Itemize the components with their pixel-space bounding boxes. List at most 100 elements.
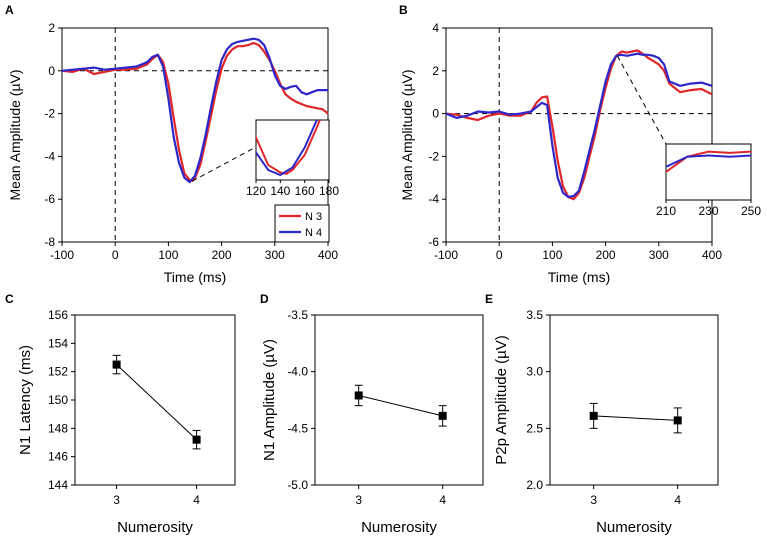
inset-connector bbox=[616, 55, 667, 145]
y-tick-label: 150 bbox=[48, 393, 68, 407]
y-tick-label: -4 bbox=[428, 192, 439, 206]
series-line-n3 bbox=[445, 49, 713, 201]
series-line-n4 bbox=[61, 37, 328, 184]
y-tick-label: 144 bbox=[48, 478, 68, 492]
x-tick-label: 0 bbox=[496, 248, 503, 262]
inset-tick-label: 120 bbox=[246, 184, 266, 198]
y-tick-label: -2 bbox=[428, 149, 439, 163]
y-tick-label: -4 bbox=[44, 149, 55, 163]
y-tick-label: 156 bbox=[48, 308, 68, 322]
panel-letter: B bbox=[399, 3, 408, 17]
y-tick-label: 0 bbox=[432, 107, 439, 121]
panel-letter: A bbox=[5, 3, 14, 17]
y-tick-label: -6 bbox=[428, 235, 439, 249]
mean-connector-line bbox=[593, 415, 678, 421]
data-point bbox=[673, 416, 682, 425]
y-tick-label: 148 bbox=[48, 421, 68, 435]
x-axis-label: Numerosity bbox=[361, 519, 437, 536]
y-tick-label: -8 bbox=[44, 235, 55, 249]
y-tick-label: -4.5 bbox=[287, 421, 308, 435]
y-tick-label: -5.0 bbox=[287, 478, 308, 492]
y-axis-label: N1 Amplitude (µV) bbox=[261, 339, 278, 461]
x-axis-label: Time (ms) bbox=[548, 269, 610, 285]
y-axis-label: P2p Amplitude (µV) bbox=[493, 335, 510, 465]
y-axis-label: N1 Latency (ms) bbox=[17, 345, 34, 455]
x-axis-label: Numerosity bbox=[117, 519, 193, 536]
inset-series-n3 bbox=[666, 150, 751, 174]
mean-connector-line bbox=[116, 364, 197, 441]
inset-frame bbox=[665, 143, 752, 201]
data-point bbox=[192, 435, 201, 444]
inset-connector bbox=[192, 146, 257, 182]
x-tick-label: 300 bbox=[265, 248, 285, 262]
inset-tick-label: 140 bbox=[270, 184, 290, 198]
x-tick-label: 100 bbox=[158, 248, 178, 262]
inset-tick-label: 230 bbox=[698, 204, 718, 218]
x-tick-label: 4 bbox=[674, 493, 681, 507]
inset-tick-label: 180 bbox=[319, 184, 339, 198]
x-tick-label: 200 bbox=[212, 248, 232, 262]
x-tick-label: 4 bbox=[193, 493, 200, 507]
x-tick-label: 200 bbox=[596, 248, 616, 262]
x-axis-label: Numerosity bbox=[596, 519, 672, 536]
x-tick-label: 4 bbox=[439, 493, 446, 507]
panel-letter: C bbox=[5, 292, 14, 306]
panel-letter: D bbox=[260, 292, 269, 306]
data-point bbox=[589, 411, 598, 420]
plot-frame bbox=[549, 314, 719, 486]
series-line-n4 bbox=[445, 52, 713, 199]
mean-connector-line bbox=[358, 394, 443, 417]
legend-label: N 3 bbox=[305, 211, 322, 223]
x-tick-label: -100 bbox=[50, 248, 74, 262]
inset-series-n4 bbox=[256, 120, 318, 177]
data-point bbox=[354, 391, 363, 400]
x-tick-label: 300 bbox=[649, 248, 669, 262]
plot-frame bbox=[314, 314, 484, 486]
x-tick-label: 3 bbox=[113, 493, 120, 507]
legend-label: N 4 bbox=[305, 227, 322, 239]
y-tick-label: 0 bbox=[48, 64, 55, 78]
y-tick-label: -6 bbox=[44, 192, 55, 206]
y-tick-label: 146 bbox=[48, 450, 68, 464]
panel-letter: E bbox=[485, 292, 493, 306]
x-tick-label: 400 bbox=[318, 248, 338, 262]
plot-frame bbox=[445, 27, 713, 243]
y-tick-label: 2 bbox=[432, 64, 439, 78]
y-tick-label: -4.0 bbox=[287, 365, 308, 379]
inset-series-n3 bbox=[256, 120, 321, 175]
y-tick-label: 152 bbox=[48, 365, 68, 379]
series-line-n3 bbox=[61, 41, 329, 183]
y-tick-label: 2.0 bbox=[526, 478, 543, 492]
x-tick-label: 0 bbox=[112, 248, 119, 262]
x-tick-label: 400 bbox=[702, 248, 722, 262]
y-tick-label: -2 bbox=[44, 107, 55, 121]
y-tick-label: -3.5 bbox=[287, 308, 308, 322]
x-tick-label: 100 bbox=[542, 248, 562, 262]
legend: N 3N 4 bbox=[274, 204, 330, 243]
inset-tick-label: 210 bbox=[656, 204, 676, 218]
inset-tick-label: 250 bbox=[741, 204, 761, 218]
y-tick-label: 154 bbox=[48, 336, 68, 350]
y-tick-label: 4 bbox=[432, 21, 439, 35]
panel-b: B -100 0 100 200 300 400 -6 -4 -2 0 2 4 Time (ms) Mean… bbox=[399, 3, 761, 285]
y-tick-label: 3.5 bbox=[526, 308, 543, 322]
x-tick-label: -100 bbox=[434, 248, 458, 262]
x-tick-label: 3 bbox=[355, 493, 362, 507]
inset-tick-label: 160 bbox=[295, 184, 315, 198]
panel-a: A -100 0 100 200 300 400 -8 -6 -4 -2 0 2 Time (ms) Mea… bbox=[5, 3, 339, 285]
y-axis-label: Mean Amplitude (µV) bbox=[7, 69, 23, 200]
y-tick-label: 3.0 bbox=[526, 365, 543, 379]
data-point bbox=[438, 411, 447, 420]
x-axis-label: Time (ms) bbox=[164, 269, 226, 285]
inset-series-n4 bbox=[666, 154, 751, 169]
y-tick-label: 2.5 bbox=[526, 421, 543, 435]
x-tick-label: 3 bbox=[590, 493, 597, 507]
y-tick-label: 2 bbox=[48, 21, 55, 35]
legend-frame bbox=[274, 204, 330, 243]
data-point bbox=[112, 360, 121, 369]
y-axis-label: Mean Amplitude (µV) bbox=[399, 69, 415, 200]
